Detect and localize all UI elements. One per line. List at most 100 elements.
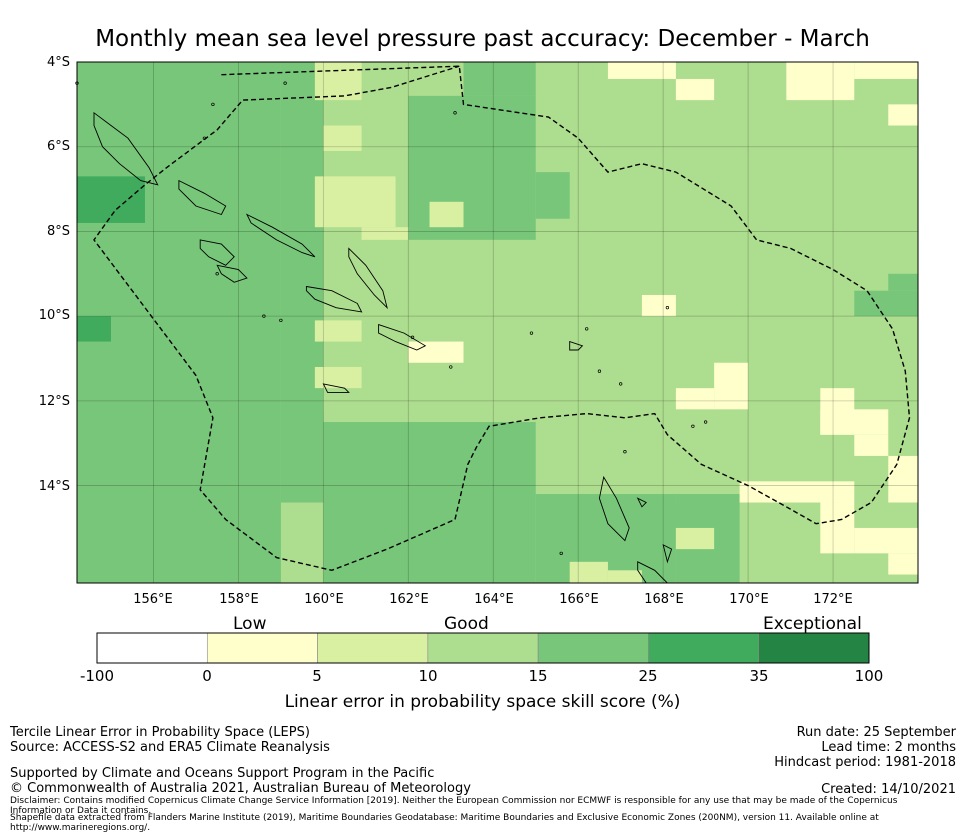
colorbar-tick: 15 bbox=[528, 667, 548, 685]
skill-cell bbox=[463, 62, 536, 96]
islet bbox=[279, 318, 283, 323]
islet bbox=[211, 102, 215, 107]
skill-cell bbox=[854, 434, 889, 456]
lat-label-8s: 8°S bbox=[46, 224, 70, 239]
colorbar bbox=[96, 632, 870, 664]
colorbar-tick: -100 bbox=[79, 667, 115, 685]
skill-cell bbox=[408, 239, 536, 423]
category-good: Good bbox=[444, 614, 489, 634]
skill-cell bbox=[714, 362, 749, 410]
skill-cell bbox=[739, 78, 787, 101]
colorbar-tick: 0 bbox=[202, 667, 212, 685]
island-outline bbox=[322, 383, 350, 393]
colorbar-swatch bbox=[758, 632, 870, 664]
category-low: Low bbox=[233, 614, 267, 634]
island-outline bbox=[93, 111, 159, 186]
lat-label-4s: 4°S bbox=[46, 55, 70, 70]
island-outline bbox=[598, 475, 630, 542]
skill-cell bbox=[429, 201, 464, 228]
colorbar-swatch bbox=[206, 632, 318, 664]
skill-cell bbox=[888, 273, 918, 291]
skill-cell bbox=[408, 341, 464, 363]
islet bbox=[703, 420, 708, 424]
colorbar-tick: 100 bbox=[854, 667, 884, 685]
island-outline bbox=[636, 497, 647, 508]
skill-cell bbox=[675, 78, 715, 101]
lon-label-160e: 160°E bbox=[304, 592, 344, 607]
lat-label-6s: 6°S bbox=[46, 139, 70, 154]
footer-support: Supported by Climate and Oceans Support … bbox=[10, 766, 435, 781]
footer-shapefile: Shapefile data extracted from Flanders M… bbox=[10, 813, 879, 823]
colorbar-tick: 35 bbox=[749, 667, 769, 685]
island-outline bbox=[569, 340, 584, 351]
colorbar-swatch bbox=[317, 632, 429, 664]
lon-label-164e: 164°E bbox=[474, 592, 514, 607]
skill-cell bbox=[739, 481, 855, 503]
island-outline bbox=[199, 239, 235, 266]
skill-cell bbox=[854, 290, 918, 317]
page-title: Monthly mean sea level pressure past acc… bbox=[95, 26, 870, 52]
skill-cell bbox=[854, 62, 918, 79]
skill-cell bbox=[641, 294, 676, 317]
colorbar-frame bbox=[96, 632, 870, 664]
skill-cell bbox=[675, 388, 715, 410]
colorbar-swatch bbox=[648, 632, 760, 664]
islet bbox=[585, 327, 589, 331]
graticule bbox=[77, 62, 918, 583]
skill-cell bbox=[535, 172, 570, 219]
footer-disclaimer-cont: Information or Data it contains. bbox=[10, 806, 152, 816]
footer-shapefile-url: http://www.marineregions.org/. bbox=[10, 823, 151, 833]
skill-cell bbox=[607, 62, 676, 79]
skill-cell bbox=[77, 316, 111, 342]
islet bbox=[623, 450, 627, 454]
islet bbox=[283, 81, 287, 85]
islet bbox=[529, 331, 534, 335]
map-frame bbox=[76, 61, 919, 584]
lon-label-158e: 158°E bbox=[219, 592, 259, 607]
skill-cell bbox=[361, 227, 409, 240]
islet bbox=[449, 365, 453, 369]
skill-cell bbox=[786, 62, 855, 101]
eez-boundary bbox=[93, 65, 911, 572]
skill-cell bbox=[323, 422, 536, 583]
island-outline bbox=[245, 213, 316, 258]
skill-cell bbox=[888, 553, 918, 575]
islet bbox=[691, 424, 695, 428]
skill-cell bbox=[314, 62, 362, 101]
colorbar-swatch bbox=[427, 632, 539, 664]
lat-label-12s: 12°S bbox=[38, 394, 70, 409]
island-outline bbox=[348, 247, 388, 310]
lead-time: Lead time: 2 months bbox=[821, 740, 956, 755]
islet bbox=[597, 369, 602, 373]
colorbar-tick: 25 bbox=[638, 667, 658, 685]
skill-cell bbox=[888, 455, 918, 503]
islet bbox=[410, 335, 415, 339]
island-outline bbox=[178, 179, 227, 216]
lon-label-166e: 166°E bbox=[559, 592, 599, 607]
skill-cell bbox=[888, 104, 918, 126]
lon-label-168e: 168°E bbox=[644, 592, 684, 607]
island-outline bbox=[378, 323, 427, 351]
lon-label-170e: 170°E bbox=[729, 592, 769, 607]
lon-label-162e: 162°E bbox=[389, 592, 429, 607]
skill-cell bbox=[314, 320, 362, 342]
lon-label-156e: 156°E bbox=[133, 592, 173, 607]
run-date: Run date: 25 September bbox=[796, 725, 956, 740]
hindcast-period: Hindcast period: 1981-2018 bbox=[774, 755, 956, 770]
skill-grid bbox=[77, 62, 918, 583]
footer-source: Source: ACCESS-S2 and ERA5 Climate Reana… bbox=[10, 740, 330, 755]
islet bbox=[215, 272, 219, 276]
colorbar-title: Linear error in probability space skill … bbox=[284, 692, 681, 712]
skill-cell bbox=[314, 366, 362, 389]
island-outline bbox=[305, 285, 363, 313]
lon-label-172e: 172°E bbox=[813, 592, 853, 607]
skill-cell bbox=[820, 502, 855, 554]
skill-cell bbox=[641, 502, 676, 528]
skill-cell bbox=[314, 176, 396, 228]
islet bbox=[559, 551, 563, 555]
skill-cell bbox=[854, 527, 918, 554]
skill-cell bbox=[607, 570, 642, 583]
skill-cell bbox=[408, 95, 536, 240]
islet bbox=[453, 111, 457, 115]
